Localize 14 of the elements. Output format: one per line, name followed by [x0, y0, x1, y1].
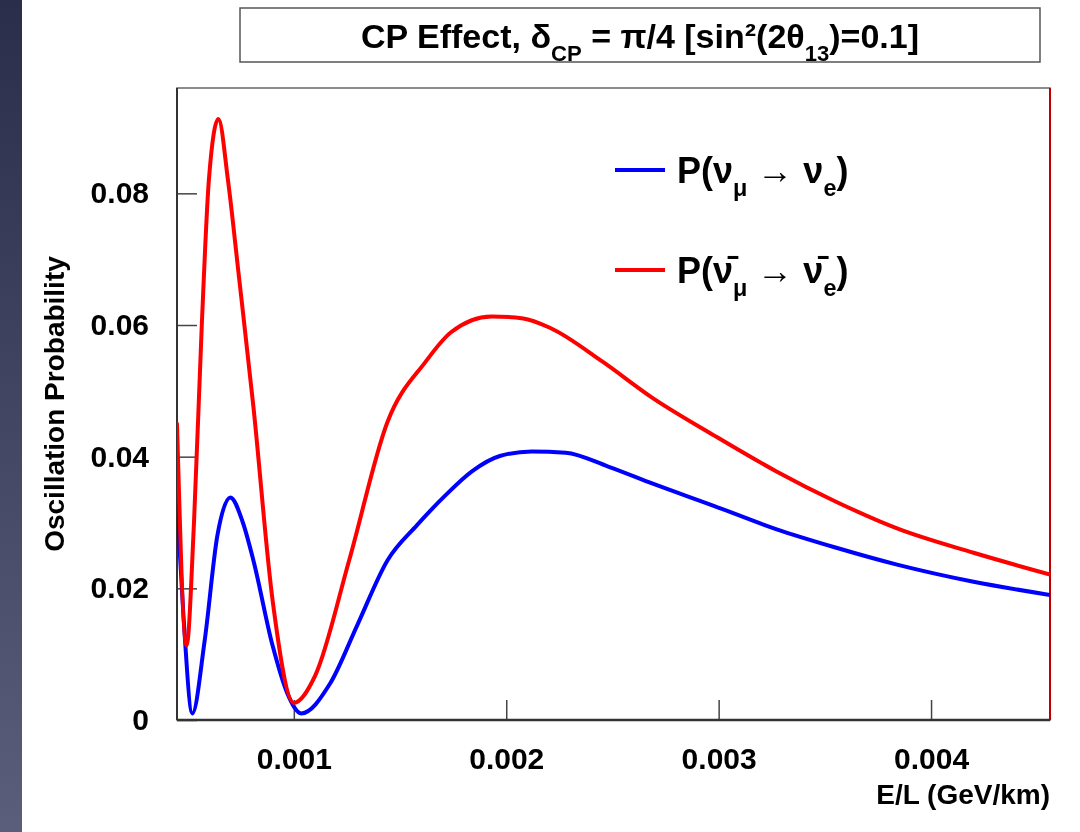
- x-tick-label: 0.002: [469, 742, 545, 776]
- y-tick-label: 0.08: [90, 176, 149, 210]
- y-tick-label: 0.06: [90, 308, 149, 342]
- y-tick-label: 0.02: [90, 571, 149, 605]
- x-axis-title: E/L (GeV/km): [876, 779, 1050, 810]
- x-tick-label: 0.001: [256, 742, 332, 776]
- legend-label: P(ν$_{μ}$ → ν$_{e}$): [677, 150, 849, 201]
- legend-label: P(ν̄$_{μ}$ → ν̄$_{e}$): [677, 250, 849, 301]
- y-axis-title: Oscillation Probability: [39, 255, 70, 552]
- x-tick-label: 0.003: [681, 742, 757, 776]
- x-tick-label: 0.004: [894, 742, 970, 776]
- y-tick-label: 0: [132, 703, 149, 737]
- y-tick-label: 0.04: [90, 439, 150, 473]
- chart-title: CP Effect, δ$_{CP}$ = π/4 [sin²(2θ$_{13}$)=0.1]: [360, 17, 920, 66]
